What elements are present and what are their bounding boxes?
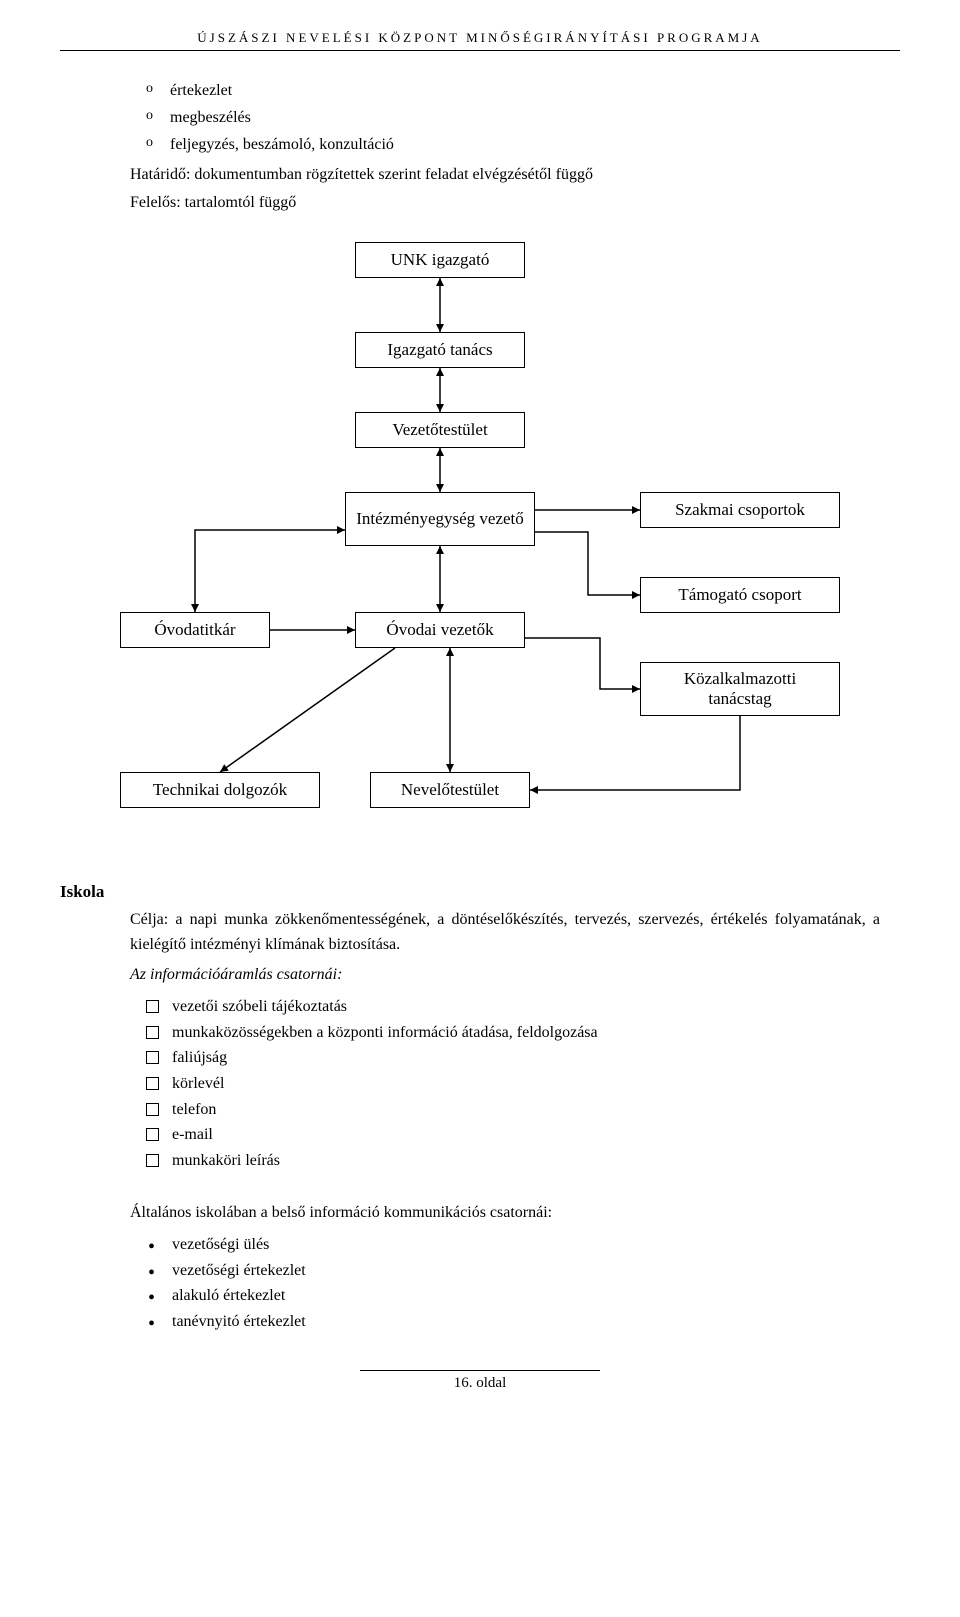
- page-header: ÚJSZÁSZI NEVELÉSI KÖZPONT MINŐSÉGIRÁNYÍT…: [60, 30, 900, 51]
- list-item: alakuló értekezlet: [146, 1283, 880, 1309]
- list-item: megbeszélés: [146, 104, 880, 131]
- list-item: e-mail: [146, 1122, 880, 1148]
- iskola-heading: Iskola: [60, 882, 900, 902]
- iskola-square-list: vezetői szóbeli tájékoztatás munkaközöss…: [146, 994, 880, 1173]
- iskola-para-celja: Célja: a napi munka zökkenőmentességének…: [130, 908, 880, 958]
- flowchart-node-ovv: Óvodai vezetők: [355, 612, 525, 648]
- diagram-container: UNK igazgató Igazgató tanács Vezetőtestüle…: [60, 242, 900, 862]
- list-item: körlevél: [146, 1071, 880, 1097]
- flowchart-node-ovt: Óvodatitkár: [120, 612, 270, 648]
- flowchart-node-koz: Közalkalmazotti tanácstag: [640, 662, 840, 716]
- hatarido-line: Határidő: dokumentumban rögzítettek szer…: [130, 162, 880, 188]
- flowchart-node-tech: Technikai dolgozók: [120, 772, 320, 808]
- footer-rule: [360, 1370, 600, 1371]
- flowchart-node-vez: Vezetőtestület: [355, 412, 525, 448]
- page-number: 16. oldal: [60, 1375, 900, 1392]
- list-item: munkaközösségekben a központi információ…: [146, 1020, 880, 1046]
- iskola-para-csatornai: Az információáramlás csatornái:: [130, 963, 880, 988]
- top-circle-list: értekezlet megbeszélés feljegyzés, beszá…: [146, 77, 880, 159]
- list-item: vezetőségi értekezlet: [146, 1258, 880, 1284]
- flowchart-node-szak: Szakmai csoportok: [640, 492, 840, 528]
- flowchart-node-tam: Támogató csoport: [640, 577, 840, 613]
- page-footer: 16. oldal: [60, 1370, 900, 1392]
- list-item: vezetői szóbeli tájékoztatás: [146, 994, 880, 1020]
- felelos-line: Felelős: tartalomtól függő: [130, 190, 880, 216]
- list-item: tanévnyitó értekezlet: [146, 1309, 880, 1335]
- list-item: értekezlet: [146, 77, 880, 104]
- flowchart-node-igt: Igazgató tanács: [355, 332, 525, 368]
- altalanos-bullet-list: vezetőségi ülés vezetőségi értekezlet al…: [146, 1232, 880, 1334]
- flowchart-node-unk: UNK igazgató: [355, 242, 525, 278]
- org-flowchart: UNK igazgató Igazgató tanács Vezetőtestüle…: [80, 242, 880, 862]
- list-item: munkaköri leírás: [146, 1148, 880, 1174]
- flowchart-node-int: Intézményegység vezető: [345, 492, 535, 546]
- list-item: feljegyzés, beszámoló, konzultáció: [146, 131, 880, 158]
- list-item: telefon: [146, 1097, 880, 1123]
- iskola-block: Célja: a napi munka zökkenőmentességének…: [130, 908, 880, 1335]
- list-item: vezetőségi ülés: [146, 1232, 880, 1258]
- altalanos-heading: Általános iskolában a belső információ k…: [130, 1201, 880, 1226]
- flowchart-node-nev: Nevelőtestület: [370, 772, 530, 808]
- list-item: faliújság: [146, 1045, 880, 1071]
- top-content: értekezlet megbeszélés feljegyzés, beszá…: [130, 77, 880, 216]
